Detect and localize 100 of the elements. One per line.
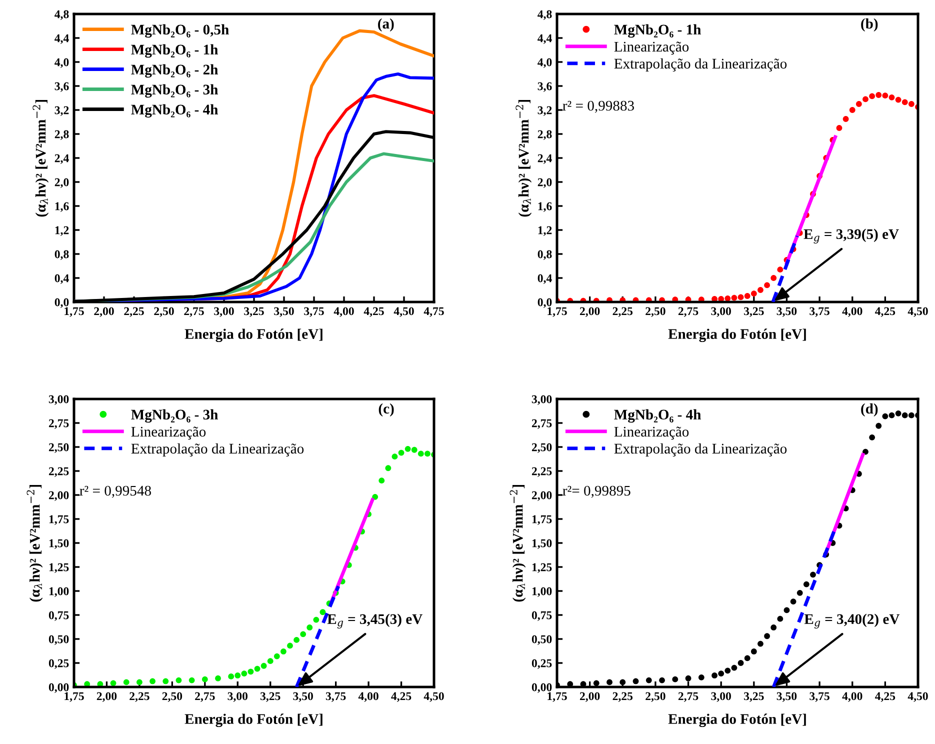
x-tick-label: 2,50 [646, 307, 666, 317]
y-tick-label: 4,4 [54, 34, 69, 44]
y-tick-label: 2,4 [54, 154, 69, 164]
y-tick-label: 2,25 [48, 467, 69, 477]
y-tick-label: 2,00 [532, 491, 552, 501]
x-tick-label: 3,50 [274, 307, 294, 317]
y-tick-label: 1,75 [49, 515, 69, 525]
x-tick-label: 3,50 [776, 307, 797, 317]
y-axis-title: (α$_{λ}$hν)² [eV²mm$^{−2}$] [26, 484, 43, 602]
x-axis-title: Energia do Fotón [eV] [668, 714, 806, 728]
x-tick-label: 3,00 [228, 692, 248, 702]
x-tick-label: 3,25 [744, 307, 764, 317]
x-tick-label: 4,50 [424, 692, 444, 702]
y-tick-label: 3,6 [538, 82, 552, 92]
x-tick-label: 4,00 [358, 692, 378, 702]
y-tick-label: 1,50 [532, 539, 552, 549]
x-tick-label: 2,25 [612, 692, 633, 702]
y-tick-label: 0,25 [48, 659, 69, 669]
y-tick-label: 0,4 [538, 274, 552, 284]
legend-label: MgNb₂O₆ - 2h [131, 64, 218, 78]
x-tick-label: 3,25 [244, 307, 264, 317]
x-tick-label: 3,75 [304, 307, 324, 317]
y-tick-label: 0,25 [532, 659, 552, 669]
x-tick-label: 4,50 [908, 307, 928, 317]
y-tick-label: 0,4 [54, 274, 69, 284]
y-tick-label: 3,2 [54, 106, 69, 116]
annotation: E$_{g}$ = 3,39(5) eV [804, 228, 899, 244]
x-tick-label: 4,75 [424, 307, 444, 317]
y-tick-label: 1,6 [538, 202, 552, 212]
y-tick-label: 2,50 [48, 443, 69, 453]
y-tick-label: 0,8 [54, 250, 69, 260]
annotation: (c) [378, 403, 394, 417]
x-axis-title: Energia do Fotón [eV] [668, 328, 806, 342]
y-tick-label: 2,50 [532, 443, 552, 453]
x-tick-label: 2,25 [130, 692, 150, 702]
annotation: r² = 0,99883 [562, 100, 634, 113]
y-tick-label: 1,25 [49, 563, 69, 573]
x-tick-label: 2,00 [96, 692, 117, 702]
x-tick-label: 4,00 [334, 307, 354, 317]
legend-label: MgNb₂O₆ - 4h [131, 104, 218, 118]
legend-label: Linearização [131, 426, 206, 440]
y-tick-label: 2,4 [538, 154, 552, 164]
y-tick-label: 2,75 [48, 419, 69, 429]
legend-label: MgNb₂O₆ - 0,5h [131, 24, 229, 38]
x-tick-label: 4,50 [394, 307, 414, 317]
x-tick-label: 3,25 [744, 692, 764, 702]
y-tick-label: 4,0 [54, 58, 69, 68]
y-axis-title: (α$_{λ}$hν)² [eV²mm$^{−2}$] [510, 484, 526, 602]
annotation: (b) [861, 18, 878, 32]
x-tick-label: 4,00 [842, 692, 862, 702]
y-tick-label: 2,8 [54, 130, 69, 140]
y-tick-label: 4,8 [538, 10, 552, 20]
legend-label: Linearização [614, 426, 689, 440]
x-tick-label: 1,75 [64, 692, 84, 702]
x-tick-label: 1,75 [548, 692, 567, 702]
x-tick-label: 2,00 [580, 692, 600, 702]
x-axis-title: Energia do Fotón [eV] [184, 714, 322, 728]
y-tick-label: 1,6 [55, 202, 69, 212]
y-axis-title: (α$_{λ}$hν)² [eV²mm$^{−2}$] [32, 100, 49, 217]
annotation: (d) [861, 403, 878, 417]
x-tick-label: 3,00 [711, 692, 731, 702]
y-tick-label: 0,50 [48, 635, 69, 645]
x-tick-label: 4,25 [875, 307, 896, 317]
y-tick-label: 0,0 [538, 298, 552, 308]
x-tick-label: 2,25 [124, 307, 144, 317]
annotation: r² = 0,99548 [80, 486, 151, 498]
x-tick-label: 4,50 [908, 692, 928, 702]
y-tick-label: 4,0 [538, 58, 552, 68]
y-tick-label: 0,0 [54, 298, 69, 308]
y-tick-label: 0,50 [532, 635, 552, 645]
x-tick-label: 3,75 [326, 692, 346, 702]
x-tick-label: 4,25 [875, 692, 896, 702]
y-tick-label: 2,0 [54, 178, 69, 188]
y-tick-label: 0,00 [48, 683, 69, 693]
legend-label: Linearização [614, 42, 689, 55]
annotation: E$_{g}$ = 3,45(3) eV [327, 614, 422, 628]
annotation: (a) [378, 18, 394, 32]
y-tick-label: 3,6 [54, 82, 69, 92]
x-tick-label: 3,75 [810, 692, 830, 702]
legend-label: MgNb₂O₆ - 4h [614, 409, 701, 423]
x-tick-label: 2,75 [678, 692, 698, 702]
x-axis-title: Energia do Fotón [eV] [184, 328, 322, 342]
x-tick-label: 4,00 [842, 307, 862, 317]
y-tick-label: 0,00 [532, 683, 552, 693]
x-tick-label: 2,50 [154, 307, 174, 317]
y-tick-label: 2,00 [48, 491, 69, 501]
x-tick-label: 2,75 [195, 692, 215, 702]
y-tick-label: 1,75 [532, 515, 552, 525]
y-tick-label: 0,75 [532, 611, 552, 621]
y-tick-label: 1,00 [532, 587, 552, 597]
x-tick-label: 2,25 [612, 307, 633, 317]
x-tick-label: 2,75 [184, 307, 204, 317]
y-tick-label: 1,00 [49, 587, 69, 597]
x-tick-label: 1,75 [64, 307, 84, 317]
x-tick-label: 4,25 [391, 692, 412, 702]
legend-label: MgNb₂O₆ - 1h [614, 24, 701, 38]
x-tick-label: 3,50 [776, 692, 797, 702]
y-tick-label: 2,75 [532, 419, 552, 429]
y-tick-label: 3,2 [538, 106, 552, 116]
x-tick-label: 3,50 [293, 692, 313, 702]
